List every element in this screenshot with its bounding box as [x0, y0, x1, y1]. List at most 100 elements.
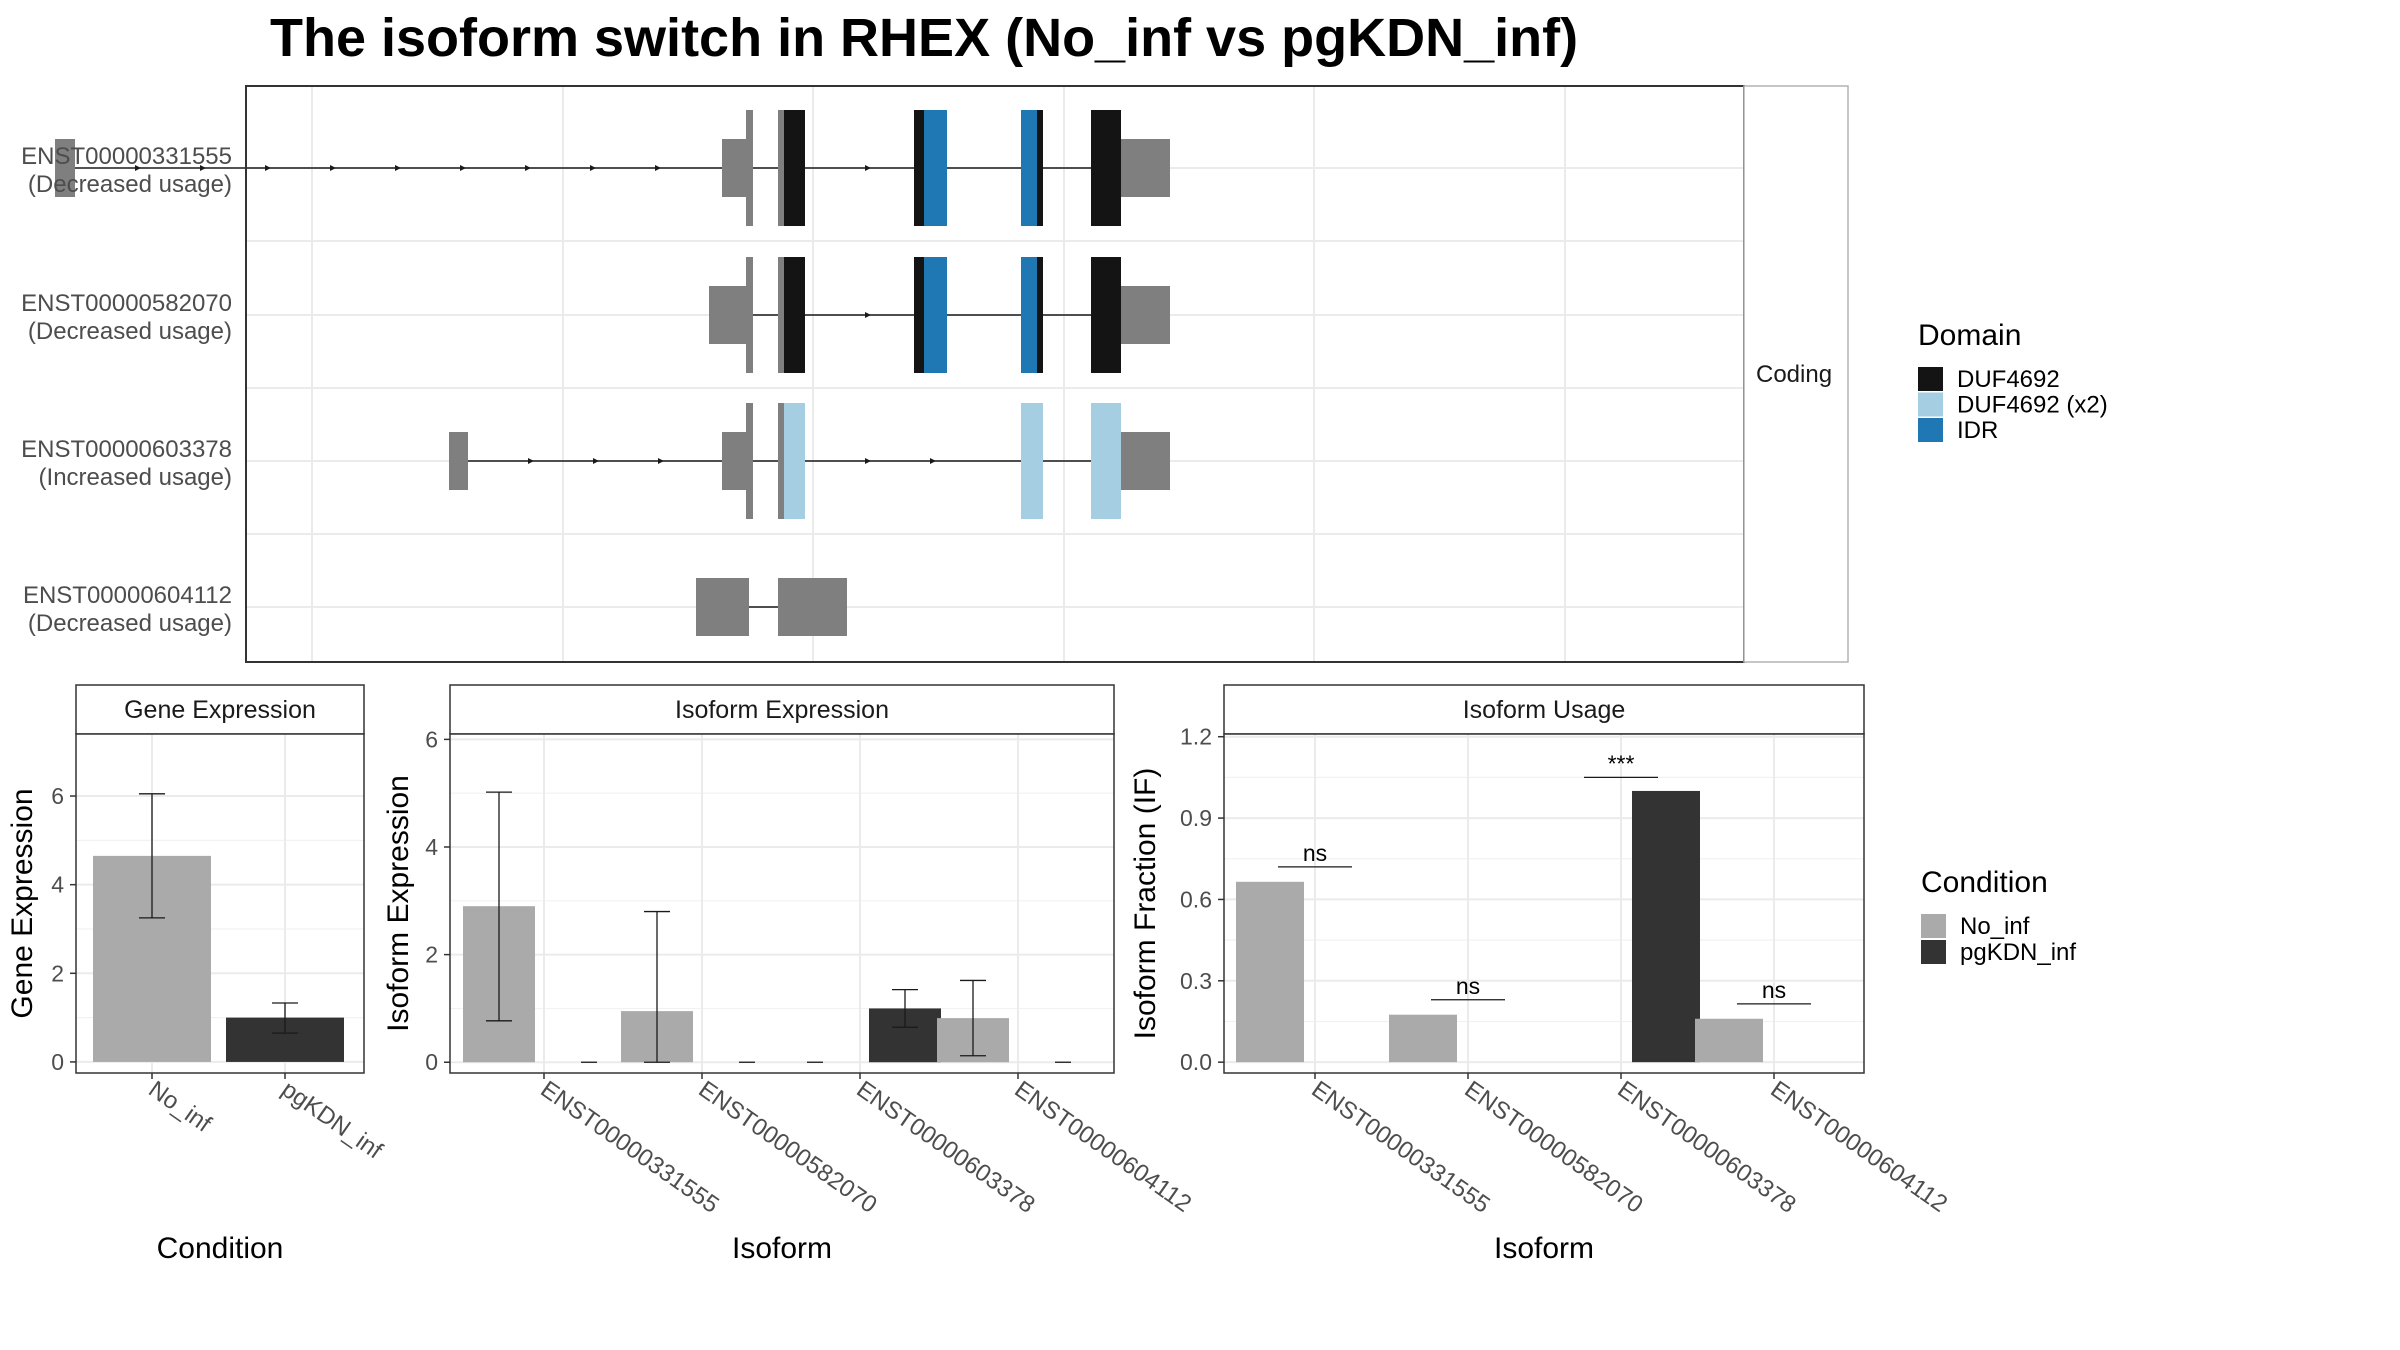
transcript-usage-label: (Decreased usage) — [28, 610, 232, 637]
exon-block — [1037, 110, 1043, 226]
y-axis-title: Isoform Fraction (IF) — [1129, 768, 1162, 1040]
transcript-id-label: ENST00000604112 — [23, 582, 232, 609]
exon-block — [1121, 139, 1170, 197]
transcript-usage-label: (Increased usage) — [39, 464, 232, 491]
exon-block — [722, 139, 746, 197]
exon-block — [924, 257, 947, 373]
panel-strip-label: Isoform Expression — [675, 696, 889, 724]
condition-legend-swatch — [1921, 914, 1946, 938]
exon-block — [1091, 403, 1121, 519]
x-axis-title: Condition — [157, 1232, 284, 1265]
strand-arrow — [865, 458, 871, 464]
significance-label: ns — [1303, 840, 1327, 866]
strand-arrow — [200, 165, 206, 171]
strand-arrow — [930, 458, 936, 464]
panel-strip-label: Gene Expression — [124, 696, 316, 724]
transcript-id-label: ENST00000582070 — [21, 290, 232, 317]
exon-block — [746, 257, 753, 373]
exon-block — [784, 257, 805, 373]
y-tick-label: 1.2 — [1180, 724, 1212, 750]
y-tick-label: 4 — [425, 834, 438, 860]
exon-block — [709, 286, 746, 344]
y-tick-label: 0 — [425, 1049, 438, 1075]
figure-title: The isoform switch in RHEX (No_inf vs pg… — [270, 8, 1578, 68]
exon-block — [914, 257, 924, 373]
condition-legend-swatch — [1921, 940, 1946, 964]
y-axis-title: Isoform Expression — [382, 775, 415, 1032]
condition-legend-label: No_inf — [1960, 913, 2030, 940]
structure-strip-label: Coding — [1756, 361, 1832, 388]
x-axis-title: Isoform — [732, 1232, 832, 1265]
panel-border — [449, 733, 1115, 1074]
exon-block — [696, 578, 749, 636]
condition-legend-title: Condition — [1921, 866, 2048, 899]
exon-block — [914, 110, 924, 226]
panel-strip — [449, 684, 1115, 735]
exon-block — [778, 257, 784, 373]
exon-block — [722, 432, 746, 490]
strand-arrow — [395, 165, 401, 171]
domain-legend-swatch — [1918, 392, 1943, 417]
exon-block — [1091, 257, 1121, 373]
y-tick-label: 6 — [425, 726, 438, 752]
bar — [1695, 1018, 1763, 1063]
significance-label: ns — [1762, 977, 1786, 1003]
transcript-row — [449, 403, 1170, 519]
transcript-usage-label: (Decreased usage) — [28, 171, 232, 198]
panel-border — [75, 733, 365, 1074]
domain-legend-label: IDR — [1957, 417, 1998, 444]
significance-label: *** — [1608, 750, 1635, 776]
y-tick-label: 0.6 — [1180, 886, 1212, 912]
exon-block — [746, 403, 753, 519]
exon-block — [746, 110, 753, 226]
bar — [1389, 1014, 1457, 1063]
domain-legend-label: DUF4692 (x2) — [1957, 392, 2108, 419]
transcript-id-label: ENST00000603378 — [21, 436, 232, 463]
domain-legend-swatch — [1918, 418, 1943, 442]
y-tick-label: 2 — [51, 960, 64, 986]
panel-border — [1223, 733, 1865, 1074]
panel-strip-label: Isoform Usage — [1463, 696, 1626, 724]
bar — [1632, 790, 1700, 1063]
exon-block — [1021, 110, 1037, 226]
y-tick-label: 0.0 — [1180, 1049, 1212, 1075]
domain-legend-swatch — [1918, 367, 1943, 391]
panel-plot-area — [1224, 734, 1864, 1073]
strand-arrow — [590, 165, 596, 171]
x-axis-title: Isoform — [1494, 1232, 1594, 1265]
exon-block — [1091, 110, 1121, 226]
exon-block — [784, 110, 805, 226]
structure-strip-box — [1743, 85, 1849, 663]
strand-arrow — [460, 165, 466, 171]
transcript-labels: ENST00000331555(Decreased usage)ENST0000… — [21, 143, 232, 637]
exon-block — [1121, 432, 1170, 490]
strand-arrow — [658, 458, 664, 464]
strand-arrow — [865, 312, 871, 318]
gene-structure-panel: Coding ENST00000331555(Decreased usage)E… — [21, 85, 1849, 663]
exon-block — [778, 110, 784, 226]
panel-plot-area — [450, 734, 1114, 1073]
bar — [1236, 881, 1304, 1063]
strand-arrow — [525, 165, 531, 171]
exon-block — [784, 403, 805, 519]
y-tick-label: 0.9 — [1180, 805, 1212, 831]
exon-block — [778, 578, 847, 636]
transcript-id-label: ENST00000331555 — [21, 143, 232, 170]
exon-block — [1021, 403, 1043, 519]
panel-strip — [75, 684, 365, 735]
isoform-expression-panel: Isoform Expression0246ENST00000331555ENS… — [382, 684, 1196, 1265]
y-tick-label: 6 — [51, 783, 64, 809]
domain-legend-label: DUF4692 — [1957, 366, 2060, 393]
structure-plot-background — [246, 86, 1744, 662]
exon-block — [924, 110, 947, 226]
strand-arrow — [265, 165, 271, 171]
transcript-usage-label: (Decreased usage) — [28, 318, 232, 345]
strand-arrow — [528, 458, 534, 464]
y-tick-label: 2 — [425, 942, 438, 968]
